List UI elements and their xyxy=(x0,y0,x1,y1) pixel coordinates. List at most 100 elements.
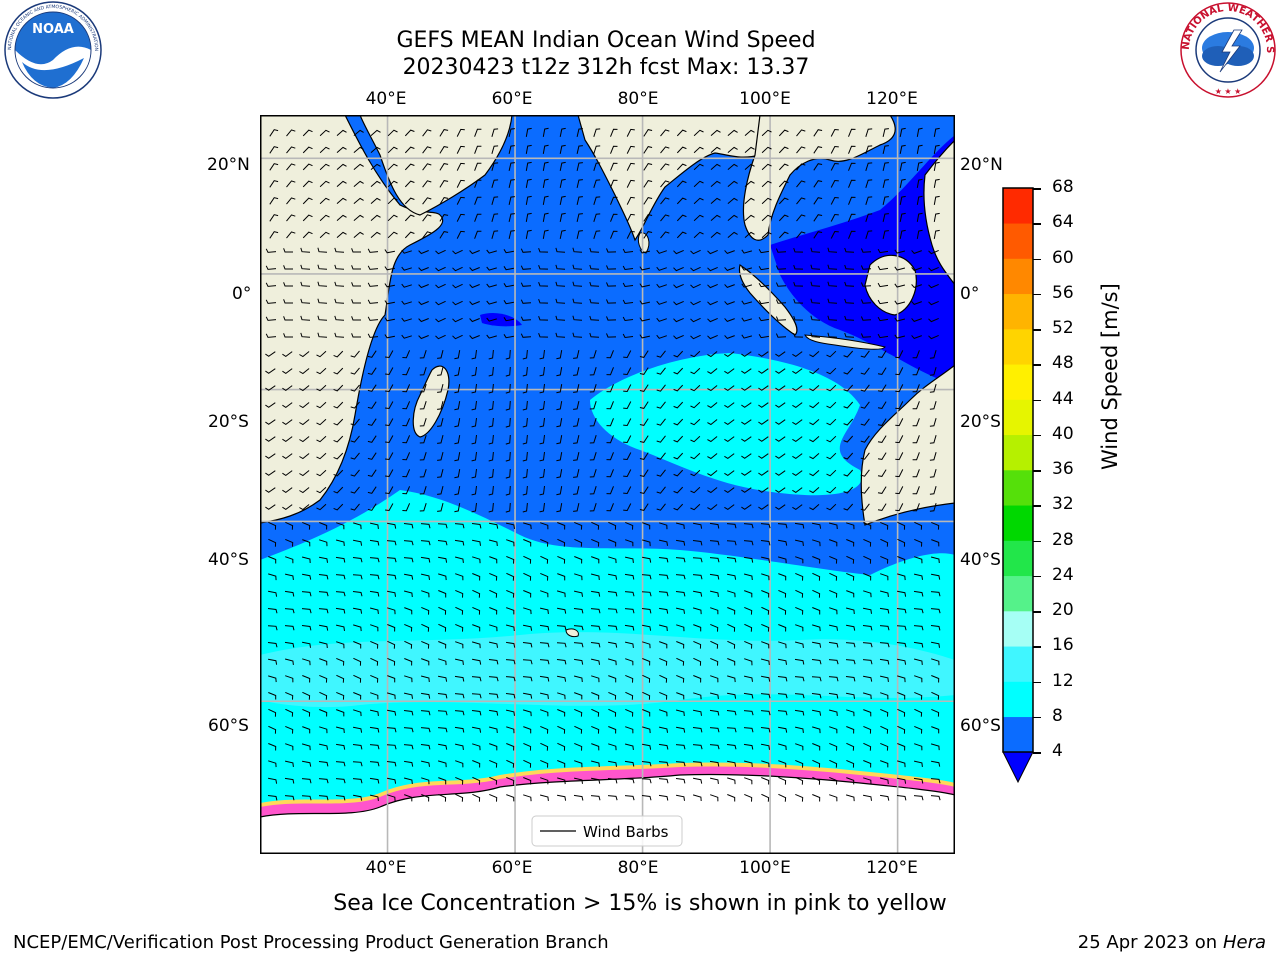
colorbar-tick-label: 12 xyxy=(1052,670,1074,691)
colorbar-bin-12 xyxy=(1003,646,1033,682)
lat-label-right-60s: 60°S xyxy=(960,716,1001,736)
colorbar-tick-mark xyxy=(1033,716,1041,719)
australia-landmass xyxy=(860,364,955,526)
colorbar-tick-label: 64 xyxy=(1052,212,1074,233)
colorbar-tick-mark xyxy=(1033,752,1041,754)
lon-label-bottom-120e: 120°E xyxy=(866,858,918,878)
lon-label-top-40e: 40°E xyxy=(365,89,407,109)
colorbar-tick-mark xyxy=(1033,188,1041,190)
footer-machine: Hera xyxy=(1222,932,1266,953)
legend-label: Wind Barbs xyxy=(583,823,669,841)
noaa-seal-icon: NOAA NATIONAL OCEANIC AND ATMOSPHERIC AD… xyxy=(0,0,102,99)
lon-label-top-60e: 60°E xyxy=(491,89,533,109)
colorbar-tick-label: 28 xyxy=(1052,529,1074,550)
lon-label-bottom-80e: 80°E xyxy=(617,858,659,878)
arabian-peninsula xyxy=(359,115,513,216)
southeast-asia-landmass xyxy=(742,115,896,241)
chart-title: GEFS MEAN Indian Ocean Wind Speed xyxy=(396,28,816,53)
colorbar-tick-label: 68 xyxy=(1052,177,1074,197)
colorbar-bin-8 xyxy=(1003,681,1033,718)
colorbar-tick-mark xyxy=(1033,540,1041,542)
kerguelen-island xyxy=(565,628,579,638)
colorbar-bin-52 xyxy=(1003,293,1033,330)
map-legend: Wind Barbs xyxy=(531,815,683,847)
colorbar-tick-label: 56 xyxy=(1052,282,1074,303)
sea-ice-note: Sea Ice Concentration > 15% is shown in … xyxy=(333,891,947,916)
colorbar-tick-label: 40 xyxy=(1052,423,1074,444)
colorbar-tick-label: 52 xyxy=(1052,318,1074,338)
svg-text:★ ★ ★: ★ ★ ★ xyxy=(1215,87,1242,96)
colorbar-tick-mark xyxy=(1033,575,1041,578)
wind-barb-glyphs xyxy=(265,127,941,802)
sumatra xyxy=(738,264,798,336)
colorbar-tick-label: 44 xyxy=(1052,388,1074,409)
colorbar-bin-4 xyxy=(1003,716,1033,753)
colorbar-tick-mark xyxy=(1033,505,1041,507)
lat-label-left-20s: 20°S xyxy=(208,412,249,432)
colorbar-tick-label: 36 xyxy=(1052,459,1074,479)
colorbar-tick-label: 4 xyxy=(1052,741,1063,761)
colorbar-tick-mark xyxy=(1033,646,1041,648)
arabian-sea-patch xyxy=(480,313,522,327)
lon-label-bottom-100e: 100°E xyxy=(739,858,791,878)
colorbar-tick-mark xyxy=(1033,293,1041,296)
colorbar-bin-36 xyxy=(1003,434,1033,471)
maritime-light-winds xyxy=(770,135,955,385)
colorbar-tick-mark xyxy=(1033,611,1041,613)
nws-logo: NATIONAL WEATHER SERVICE ★ ★ ★ xyxy=(1174,0,1278,100)
colorbar-bin-48 xyxy=(1003,329,1033,365)
southern-ocean-core xyxy=(260,632,955,708)
colorbar-tick-label: 60 xyxy=(1052,247,1074,268)
colorbar-bin-16 xyxy=(1003,611,1033,647)
noaa-logo: NOAA NATIONAL OCEANIC AND ATMOSPHERIC AD… xyxy=(0,0,104,100)
colorbar-tick-label: 8 xyxy=(1052,705,1063,726)
colorbar-tick-mark xyxy=(1033,470,1041,472)
colorbar-bin-60 xyxy=(1003,223,1033,259)
colorbar-tick-mark xyxy=(1033,434,1041,437)
colorbar-tick-label: 48 xyxy=(1052,353,1074,374)
borneo xyxy=(864,254,917,316)
lat-label-left-20n: 20°N xyxy=(207,155,250,175)
wind-barbs xyxy=(265,127,941,802)
antarctica xyxy=(260,773,955,854)
colorbar xyxy=(1002,187,1034,784)
wind-speed-map: Wind Barbs xyxy=(260,115,955,854)
lat-label-left-60s: 60°S xyxy=(208,716,249,736)
nws-seal-icon: NATIONAL WEATHER SERVICE ★ ★ ★ xyxy=(1174,0,1276,98)
new-guinea-region xyxy=(923,139,955,287)
colorbar-tick-mark xyxy=(1033,329,1041,331)
madagascar xyxy=(412,365,450,438)
lon-label-bottom-40e: 40°E xyxy=(365,858,407,878)
colorbar-bin-28 xyxy=(1003,505,1033,541)
chart-subtitle: 20230423 t12z 312h fcst Max: 13.37 xyxy=(402,55,810,80)
colorbar-bin-56 xyxy=(1003,258,1033,295)
colorbar-tick-label: 20 xyxy=(1052,600,1074,620)
colorbar-tick-mark xyxy=(1033,364,1041,366)
colorbar-bin-32 xyxy=(1003,470,1033,506)
colorbar-tick-label: 16 xyxy=(1052,635,1074,656)
footer-branch: NCEP/EMC/Verification Post Processing Pr… xyxy=(13,932,609,953)
colorbar-under-arrow xyxy=(1002,751,1034,784)
colorbar-tick-mark xyxy=(1033,681,1041,683)
lat-label-left-0: 0° xyxy=(232,284,252,304)
colorbar-tick-label: 32 xyxy=(1052,494,1074,515)
colorbar-label: Wind Speed [m/s] xyxy=(1098,283,1122,470)
colorbar-bin-44 xyxy=(1003,364,1033,400)
colorbar-tick-mark xyxy=(1033,223,1041,225)
footer-date: 25 Apr 2023 on Hera xyxy=(1078,932,1266,953)
colorbar-tick-label: 24 xyxy=(1052,564,1074,585)
java xyxy=(804,334,886,350)
map-frame xyxy=(260,115,955,854)
lat-label-right-20s: 20°S xyxy=(960,412,1001,432)
lon-label-top-100e: 100°E xyxy=(739,89,791,109)
central-ocean-cyan xyxy=(590,353,862,496)
footer-date-text: 25 Apr 2023 on xyxy=(1077,932,1223,953)
lat-label-right-0: 0° xyxy=(960,284,980,304)
lon-label-bottom-60e: 60°E xyxy=(491,858,533,878)
colorbar-bin-24 xyxy=(1003,540,1033,577)
gridlines xyxy=(260,115,955,854)
colorbar-bin-20 xyxy=(1003,575,1033,612)
noaa-logo-text: NOAA xyxy=(32,22,74,37)
lon-label-top-120e: 120°E xyxy=(866,89,918,109)
colorbar-tick-mark xyxy=(1033,399,1041,401)
